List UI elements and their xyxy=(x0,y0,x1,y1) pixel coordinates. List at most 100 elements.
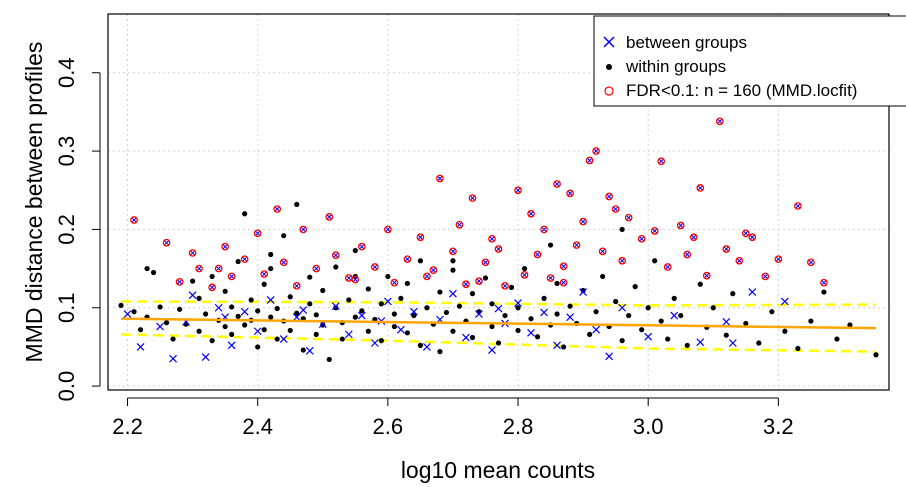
fdr-point xyxy=(273,205,282,213)
fdr-point xyxy=(370,263,379,271)
plot-frame xyxy=(107,13,890,391)
fdr-point xyxy=(579,217,587,226)
confidence-band xyxy=(120,300,877,353)
fdr-point-cross xyxy=(690,234,697,241)
fdr-point-cross xyxy=(345,275,352,281)
band-upper-line xyxy=(121,300,876,307)
within-point xyxy=(222,288,228,294)
fdr-point-cross xyxy=(554,181,561,187)
fdr-point xyxy=(481,258,490,267)
within-point xyxy=(697,281,703,287)
within-point xyxy=(495,340,502,346)
fdr-point xyxy=(423,272,431,281)
fdr-point xyxy=(650,227,659,235)
fdr-point-cross xyxy=(820,279,827,286)
within-point xyxy=(255,344,261,350)
fdr-point xyxy=(312,264,321,273)
within-point xyxy=(547,242,554,248)
fdr-point-cross xyxy=(547,275,554,281)
fdr-point-cross xyxy=(515,187,521,194)
fdr-point-cross xyxy=(131,217,137,223)
within-point xyxy=(652,258,658,264)
fdr-point xyxy=(195,264,203,273)
between-point xyxy=(240,307,249,316)
fdr-point-cross xyxy=(313,265,320,272)
within-point xyxy=(684,342,690,348)
fdr-point xyxy=(214,264,223,273)
x-tick-label: 2.6 xyxy=(373,414,404,439)
between-point xyxy=(292,313,301,322)
between-point xyxy=(618,303,627,312)
within-point xyxy=(554,280,560,287)
within-point xyxy=(723,332,729,338)
within-point xyxy=(287,327,293,334)
within-point xyxy=(678,312,684,319)
between-point xyxy=(488,346,496,354)
fdr-point xyxy=(715,117,724,126)
within-point xyxy=(242,211,248,217)
between-point xyxy=(409,307,418,316)
fdr-point-cross xyxy=(215,265,222,272)
within-point xyxy=(808,318,814,324)
within-point xyxy=(619,226,625,233)
within-point xyxy=(437,289,443,295)
fdr-point xyxy=(611,205,620,213)
within-point xyxy=(326,356,332,363)
between-point xyxy=(370,339,379,347)
fdr-point-cross xyxy=(482,259,489,266)
fdr-point-cross xyxy=(300,226,307,233)
fdr-point xyxy=(572,241,581,249)
between-point xyxy=(494,304,503,313)
within-point xyxy=(554,311,560,317)
within-point xyxy=(131,309,137,315)
fdr-point xyxy=(520,270,529,279)
between-point xyxy=(592,325,601,334)
legend-label-between: between groups xyxy=(626,33,747,52)
within-point xyxy=(593,309,599,315)
between-point xyxy=(357,311,366,320)
between-point xyxy=(728,339,737,347)
between-point xyxy=(169,354,178,363)
fdr-point xyxy=(462,280,470,289)
fdr-point-cross xyxy=(684,251,691,258)
fdr-point-cross xyxy=(541,226,548,233)
between-point xyxy=(344,330,353,339)
within-point xyxy=(730,291,736,297)
between-groups-points xyxy=(123,288,789,363)
legend-box xyxy=(593,15,906,107)
fdr-points xyxy=(130,15,828,292)
within-point xyxy=(834,336,840,342)
legend-label-within: within groups xyxy=(625,57,726,76)
within-point xyxy=(176,306,183,312)
between-point xyxy=(514,299,522,307)
fdr-point xyxy=(292,281,301,290)
locfit-line xyxy=(121,317,876,330)
fdr-point xyxy=(279,258,288,267)
within-point xyxy=(274,305,280,312)
fdr-point-cross xyxy=(456,221,463,228)
within-point xyxy=(352,247,358,254)
within-point xyxy=(307,301,313,307)
fdr-point-cross xyxy=(625,214,632,221)
between-point xyxy=(644,332,653,341)
within-point xyxy=(619,338,625,344)
y-tick-label: 0.0 xyxy=(54,371,79,402)
within-point xyxy=(196,328,202,334)
between-point xyxy=(780,297,789,306)
fdr-point xyxy=(188,249,197,257)
within-point xyxy=(346,297,352,303)
fdr-point xyxy=(455,220,464,229)
between-point xyxy=(553,341,561,350)
fdr-point xyxy=(657,157,666,166)
fdr-point-cross xyxy=(228,273,235,280)
between-point xyxy=(123,310,132,318)
fdr-point xyxy=(540,225,548,234)
within-point xyxy=(795,345,801,352)
fdr-point xyxy=(735,256,744,265)
within-point xyxy=(769,309,775,315)
fdr-point-cross xyxy=(560,279,567,286)
fdr-point-cross xyxy=(430,267,437,274)
fdr-point-cross xyxy=(528,210,534,217)
within-point xyxy=(391,323,397,330)
